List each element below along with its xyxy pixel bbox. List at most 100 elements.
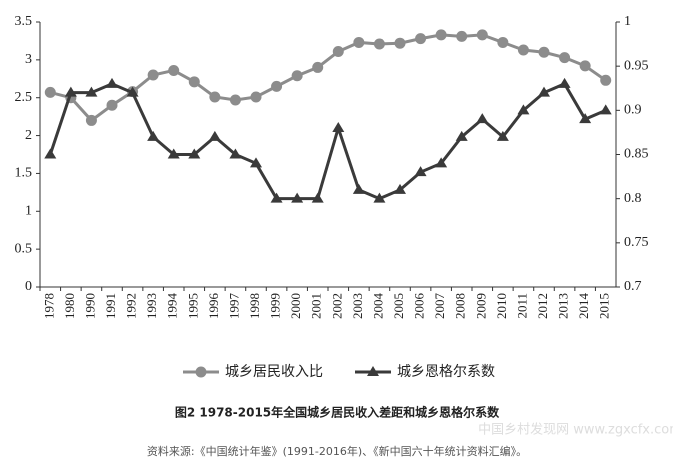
data-point (435, 157, 448, 168)
series-line (48, 81, 607, 201)
data-point (579, 113, 592, 124)
y2-tick-label: 1 (624, 14, 631, 29)
data-point (85, 114, 97, 126)
x-tick-label: 2006 (412, 293, 427, 320)
data-point (558, 77, 571, 88)
data-point (106, 77, 118, 88)
x-tick-label: 1980 (62, 293, 77, 319)
x-tick-label: 1996 (206, 293, 221, 320)
data-point (312, 61, 324, 73)
data-point (435, 29, 447, 41)
data-point (600, 74, 612, 86)
x-tick-label: 2008 (453, 293, 468, 319)
data-point (208, 130, 221, 141)
data-point (497, 36, 509, 48)
x-tick-label: 2000 (288, 293, 303, 319)
x-tick-label: 1990 (82, 293, 97, 319)
x-tick-label: 2004 (370, 293, 385, 320)
data-point (291, 192, 304, 203)
data-point (579, 60, 591, 72)
data-point (352, 183, 365, 194)
data-point (44, 148, 57, 159)
data-point (353, 36, 365, 48)
y-tick-label: 1 (25, 204, 32, 219)
x-tick-label: 2010 (494, 293, 509, 319)
caption: 图2 1978-2015年全国城乡居民收入差距和城乡恩格尔系数 (175, 405, 500, 420)
data-point (311, 192, 324, 203)
x-tick-label: 2002 (329, 293, 344, 319)
legend-label: 城乡恩格尔系数 (397, 364, 495, 380)
data-point (271, 80, 283, 92)
data-point (168, 64, 180, 76)
data-point (147, 69, 159, 81)
data-point (599, 104, 612, 115)
y2-tick-label: 0.9 (624, 103, 642, 118)
data-point (209, 91, 221, 103)
series-line (49, 33, 607, 123)
y-tick-label: 3 (25, 52, 32, 67)
x-tick-label: 1997 (226, 293, 241, 320)
x-tick-label: 2003 (350, 293, 365, 319)
data-point (291, 70, 303, 82)
data-point (394, 183, 406, 194)
data-point (147, 130, 160, 141)
x-tick-label: 1999 (268, 293, 283, 319)
y-tick-label: 1.5 (15, 166, 33, 181)
y-tick-label: 0.5 (15, 241, 33, 256)
data-point (455, 130, 468, 141)
data-point (517, 44, 529, 56)
data-point (394, 37, 406, 49)
y2-tick-label: 0.7 (624, 279, 642, 294)
y-tick-label: 2.5 (15, 90, 33, 105)
data-point (106, 99, 118, 111)
y-tick-label: 2 (25, 128, 32, 143)
data-point (496, 130, 509, 141)
x-tick-label: 1995 (185, 293, 200, 319)
x-tick-label: 2013 (556, 293, 571, 319)
data-point (538, 46, 550, 58)
data-point (250, 157, 262, 168)
data-point (188, 76, 200, 88)
x-tick-label: 2011 (514, 293, 529, 319)
data-point (85, 86, 98, 97)
x-tick-label: 2009 (473, 293, 488, 319)
legend-marker (367, 366, 379, 376)
data-point (229, 94, 241, 106)
y2-tick-label: 0.95 (624, 58, 649, 73)
data-point (126, 86, 139, 97)
x-tick-label: 2014 (576, 293, 591, 320)
source: 资料来源:《中国统计年鉴》(1991-2016年)、《新中国六十年统计资料汇编》… (147, 444, 527, 458)
data-point (476, 113, 489, 124)
data-point (188, 148, 201, 159)
legend-marker (195, 366, 207, 378)
x-tick-label: 1991 (103, 293, 118, 319)
data-point (517, 104, 530, 115)
x-tick-label: 1994 (165, 293, 180, 320)
data-point (456, 30, 468, 42)
data-point (373, 38, 385, 50)
y2-tick-label: 0.75 (624, 235, 649, 250)
data-point (373, 192, 386, 203)
x-tick-label: 2001 (309, 293, 324, 319)
data-point (44, 86, 56, 98)
watermark: 中国乡村发现网 www.zgxcfx.com (478, 422, 673, 438)
data-point (270, 192, 283, 203)
x-tick-label: 2007 (432, 293, 447, 320)
data-point (415, 33, 427, 45)
data-point (476, 29, 488, 41)
x-tick-label: 2015 (597, 293, 612, 319)
y-tick-label: 3.5 (15, 14, 33, 29)
x-tick-label: 1993 (144, 293, 159, 319)
y2-tick-label: 0.8 (624, 191, 642, 206)
x-tick-label: 1998 (247, 293, 262, 319)
data-point (64, 86, 77, 97)
data-point (332, 46, 344, 58)
data-point (250, 91, 262, 103)
data-point (538, 86, 550, 97)
x-tick-label: 2012 (535, 293, 550, 319)
x-tick-label: 1978 (41, 293, 56, 319)
data-point (559, 52, 571, 64)
data-point (229, 148, 242, 159)
data-point (167, 148, 180, 159)
